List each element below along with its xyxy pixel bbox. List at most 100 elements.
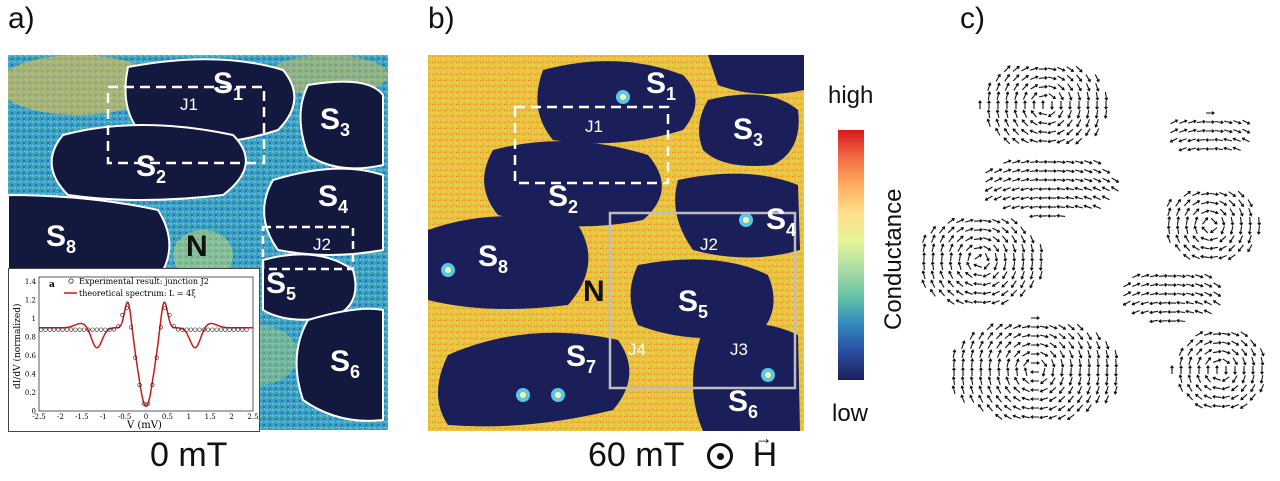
current-vector-arrow [1176,318,1186,323]
current-vector-arrow [939,279,945,288]
current-vector-arrow [1195,339,1203,346]
current-vector-arrow [1066,74,1074,82]
label-a-s8: S8 [46,220,77,257]
current-vector-arrow [1029,120,1038,126]
label-a-s1: S1 [213,67,244,104]
current-vector-arrow [1210,201,1219,206]
current-vector-arrow [1095,377,1100,386]
current-vector-arrow [1056,129,1065,135]
current-vector-arrow [955,299,964,305]
current-vector-arrow [1158,310,1168,315]
current-vector-arrow [1029,235,1035,244]
colorbar-gradient [838,130,864,380]
current-vector-arrow [1175,225,1180,235]
current-vector-arrow [1077,341,1083,350]
current-vector-arrow [1113,376,1118,386]
current-vector-arrow [1187,138,1197,143]
current-vector-arrow [1038,129,1048,134]
current-vector-arrow [1140,310,1149,315]
current-vector-arrow [1247,235,1252,244]
inset-ytick: 0.6 [25,352,37,360]
current-vector-arrow [964,290,973,295]
current-vector-arrow [1186,393,1194,401]
current-vector-arrow [1196,356,1202,365]
current-vector-arrow [1030,110,1037,118]
current-vector-arrow [1248,216,1253,226]
current-vector-arrow [1150,273,1159,278]
current-vector-arrow [1105,358,1110,368]
inset-exp-point [163,305,168,311]
current-vector-arrow [1095,332,1101,341]
current-vector-arrow [1057,414,1066,420]
current-vector-arrow [1185,283,1195,288]
current-vector-arrow [1212,300,1221,306]
colorbar-title: Conductance [880,188,907,330]
current-vector-arrow [1039,387,1048,393]
current-vector-arrow [1050,101,1054,110]
current-vector-arrow [1004,332,1012,339]
inset-exp-point [167,312,172,318]
current-vector-arrow [1096,349,1101,359]
current-vector-arrow [1203,403,1212,408]
inset-xtick: -2.5 [32,413,46,421]
label-b-s7: S7 [566,340,597,377]
panel-b-svg [428,55,804,431]
current-vector-arrow [1214,129,1224,134]
current-vector-arrow [1068,92,1073,101]
current-vector-arrow [1029,138,1038,143]
current-vector-arrow [1204,340,1213,346]
current-vector-arrow [1196,138,1206,143]
current-vector-arrow [1031,343,1040,347]
current-vector-arrow [1094,74,1100,83]
current-vector-arrow [1047,178,1057,182]
current-vector-arrow [1203,394,1212,400]
current-vector-arrow [1047,160,1057,164]
current-vector-arrow [1030,84,1039,90]
current-vector-arrow [1060,358,1065,368]
field-out-of-plane-icon [707,443,734,469]
current-vector-arrow [973,263,982,268]
current-vector-arrow [1049,333,1058,339]
current-vector-arrow [1010,226,1018,234]
current-vector-arrow [1200,254,1210,259]
current-vector-arrow [1001,226,1009,234]
current-vector-arrow [1114,358,1119,368]
current-vector-arrow [1011,187,1020,192]
current-vector-arrow [1206,365,1210,374]
current-vector-arrow [1038,214,1048,218]
current-vector-arrow [982,282,991,287]
current-vector-arrow [1030,406,1039,410]
current-vector-arrow [946,299,955,305]
current-vector-arrow [1012,405,1021,411]
inset-ytick: 0.2 [25,389,36,397]
current-vector-arrow [1170,365,1174,374]
inset-exp-point [98,327,104,332]
current-vector-arrow [1049,342,1057,348]
label-a-s4: S4 [318,180,349,217]
current-vector-arrow [1058,341,1066,349]
inset-exp-point [73,327,78,332]
current-vector-arrow [1176,292,1186,297]
current-vector-arrow [1066,128,1074,136]
current-vector-arrow [1158,273,1168,278]
current-vector-arrow [1195,292,1204,297]
current-vector-arrow [1048,93,1056,100]
current-vector-arrow [1092,204,1101,210]
current-vector-arrow [1038,67,1048,71]
current-vector-arrow [985,177,994,183]
panel-b-map: S1 S3 S2 S4 S8 S5 S7 S6 N J1 J2 J3 J4 [428,55,804,431]
current-vector-arrow [952,349,957,359]
current-vector-arrow [1215,365,1219,374]
current-vector-arrow [987,376,992,386]
current-vector-arrow [1005,386,1011,394]
current-vector-arrow [986,404,994,412]
current-vector-arrow [1011,280,1017,289]
current-vector-arrow [938,289,946,297]
current-vector-arrow [992,271,1000,279]
current-vector-arrow [922,252,926,262]
current-vector-arrow [1066,178,1075,183]
current-vector-arrow [1068,386,1074,395]
current-vector-arrow [970,349,975,359]
current-vector-arrow [1004,341,1012,349]
current-vector-arrow [1047,76,1057,81]
